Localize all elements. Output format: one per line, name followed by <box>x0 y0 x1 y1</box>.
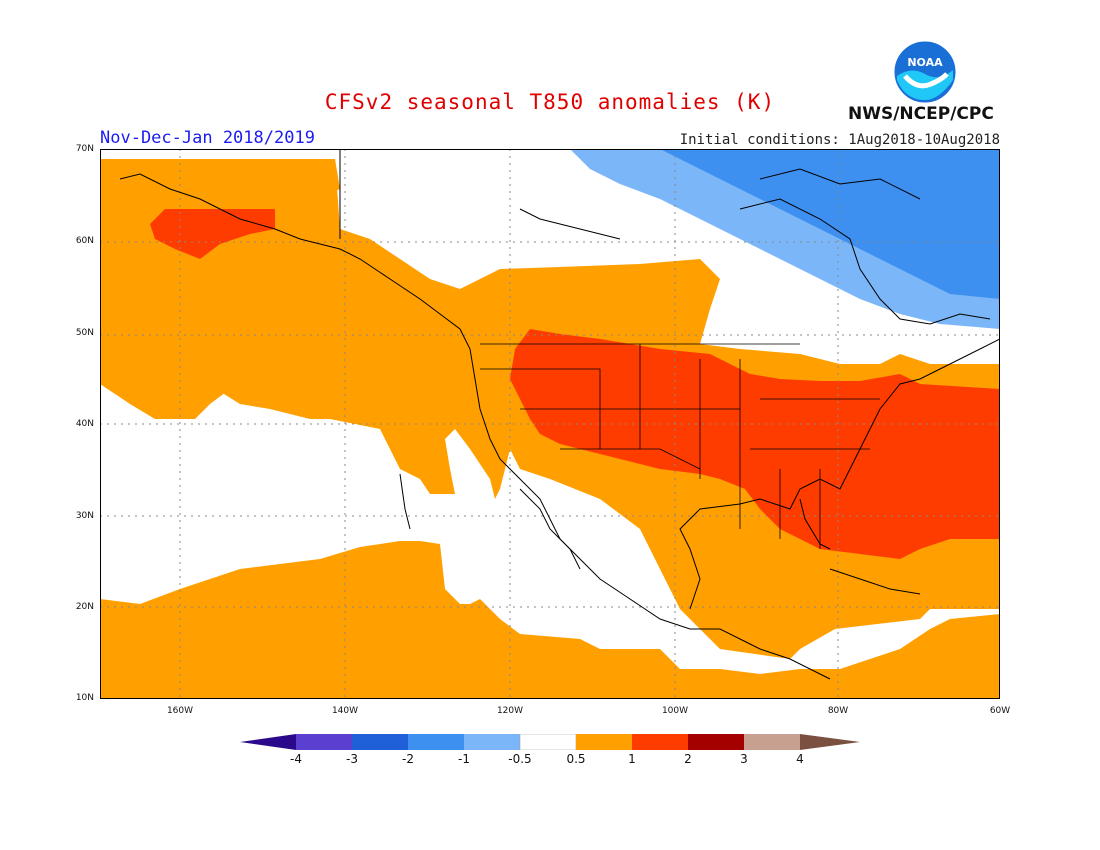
lon-label: 120W <box>496 706 524 716</box>
initial-conditions-label: Initial conditions: 1Aug2018-10Aug2018 <box>679 132 1000 148</box>
legend-swatch <box>632 734 688 750</box>
lat-lon-grid <box>100 149 1000 699</box>
legend-swatch <box>800 734 860 750</box>
legend-swatch <box>352 734 408 750</box>
legend-label: 4 <box>796 752 804 766</box>
legend-swatch <box>688 734 744 750</box>
lat-label: 20N <box>75 602 94 612</box>
legend-label: -3 <box>346 752 358 766</box>
political-borders <box>480 343 880 549</box>
lat-label: 40N <box>75 419 94 429</box>
noaa-logo: NOAA <box>893 40 957 104</box>
season-label: Nov-Dec-Jan 2018/2019 <box>100 128 315 148</box>
logo-text: NOAA <box>907 56 943 69</box>
lat-label: 10N <box>75 693 94 703</box>
coastlines <box>119 149 1000 680</box>
anomaly-fill-strong-positive <box>150 209 1000 559</box>
legend-label: -1 <box>458 752 470 766</box>
lat-label: 60N <box>75 236 94 246</box>
legend-swatch <box>408 734 464 750</box>
legend-swatch <box>744 734 800 750</box>
legend-swatch <box>296 734 352 750</box>
lat-label: 50N <box>75 328 94 338</box>
lat-label: 30N <box>75 511 94 521</box>
legend-label: 3 <box>740 752 748 766</box>
lon-label: 140W <box>331 706 359 716</box>
legend-swatch <box>240 734 296 750</box>
color-legend <box>240 734 860 750</box>
lon-label: 60W <box>989 706 1011 716</box>
legend-swatch <box>576 734 632 750</box>
legend-swatch <box>464 734 520 750</box>
anomaly-fill-negative <box>570 149 1000 329</box>
anomaly-map <box>100 149 1000 699</box>
legend-swatch <box>519 734 577 750</box>
legend-label: -2 <box>402 752 414 766</box>
organization-label: NWS/NCEP/CPC <box>848 104 994 124</box>
lon-label: 80W <box>827 706 849 716</box>
legend-label: 1 <box>628 752 636 766</box>
legend-label: -0.5 <box>508 752 532 766</box>
legend-label: 0.5 <box>566 752 586 766</box>
lon-label: 160W <box>166 706 194 716</box>
lat-label: 70N <box>75 144 94 154</box>
lon-label: 100W <box>661 706 689 716</box>
map-title: CFSv2 seasonal T850 anomalies (K) <box>324 90 776 114</box>
legend-label: 2 <box>684 752 692 766</box>
legend-label: -4 <box>290 752 302 766</box>
